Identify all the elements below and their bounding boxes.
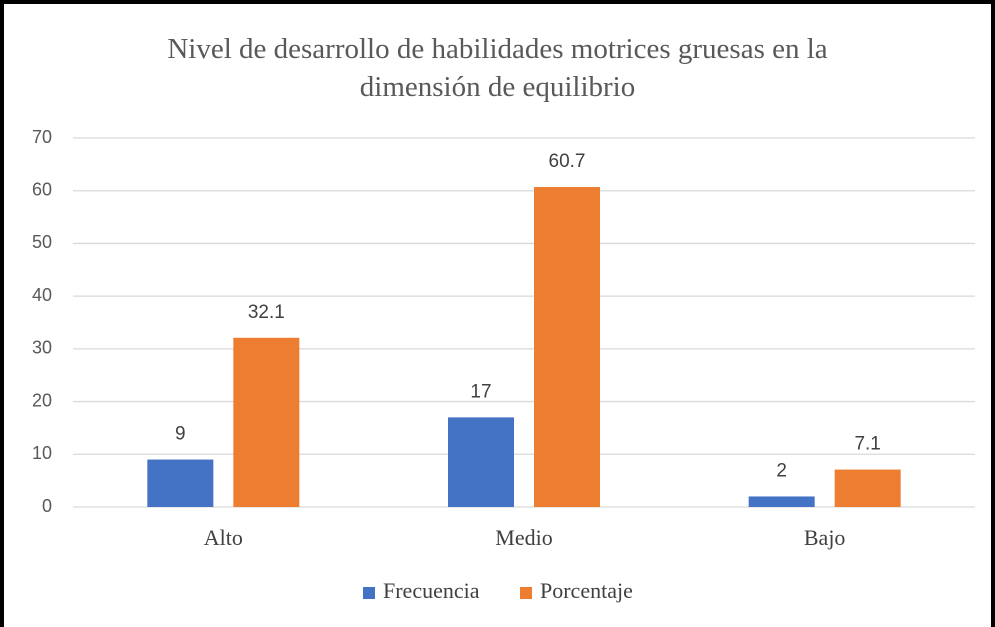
- y-tick-label: 40: [32, 285, 52, 305]
- y-tick-label: 30: [32, 338, 52, 358]
- y-tick-label: 20: [32, 390, 52, 410]
- legend-swatch: [363, 587, 375, 599]
- data-label: 17: [470, 381, 491, 402]
- x-tick-label: Alto: [204, 525, 243, 550]
- legend-swatch: [520, 587, 532, 599]
- y-tick-label: 70: [32, 127, 52, 147]
- legend-label: Porcentaje: [540, 578, 633, 603]
- y-tick-label: 60: [32, 179, 52, 199]
- y-tick-label: 10: [32, 443, 52, 463]
- x-tick-label: Bajo: [804, 525, 846, 550]
- bar: [448, 417, 514, 507]
- legend-label: Frecuencia: [383, 578, 480, 603]
- data-label: 9: [175, 424, 186, 445]
- y-tick-label: 50: [32, 232, 52, 252]
- x-tick-label: Medio: [495, 525, 552, 550]
- bar: [233, 337, 300, 507]
- data-label: 7.1: [854, 434, 880, 455]
- bar: [748, 496, 815, 507]
- y-tick-label: 0: [42, 496, 52, 516]
- bar: [534, 187, 600, 507]
- chart-title: Nivel de desarrollo de habilidades motri…: [167, 33, 828, 103]
- bar: [147, 459, 214, 507]
- data-label: 32.1: [248, 302, 285, 323]
- data-label: 60.7: [549, 151, 586, 172]
- data-label: 2: [776, 460, 787, 481]
- bar: [834, 469, 901, 507]
